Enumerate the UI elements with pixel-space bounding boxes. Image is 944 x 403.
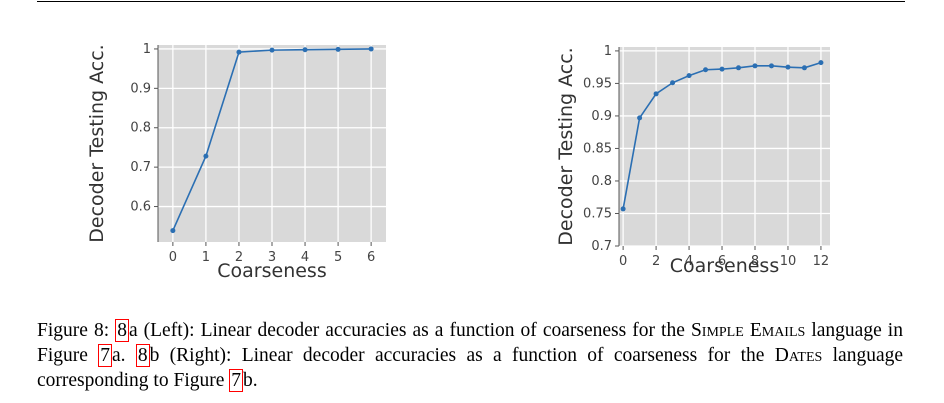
data-point [768, 63, 774, 69]
data-point [653, 91, 659, 97]
plot-area [619, 47, 830, 246]
data-point [818, 60, 824, 66]
data-point [719, 66, 725, 72]
x-tick-label: 12 [813, 254, 830, 269]
x-tick-label: 0 [619, 254, 627, 269]
x-tick-label: 4 [685, 254, 693, 269]
reference-link[interactable]: 7 [229, 369, 244, 392]
data-point [269, 47, 275, 53]
x-tick-label: 5 [334, 250, 342, 265]
caption-text: Figure 8: [37, 320, 116, 341]
reference-link[interactable]: 7 [98, 344, 112, 367]
x-tick-label: 2 [652, 254, 660, 269]
x-tick-label: 3 [268, 250, 276, 265]
y-axis-label: Decoder Testing Acc. [86, 44, 108, 242]
reference-link[interactable]: 8 [115, 319, 129, 342]
caption-text: Simple Emails [690, 320, 806, 341]
y-tick-label: 0.75 [583, 206, 612, 221]
caption-text: b. [243, 370, 258, 391]
y-tick-label: 0.7 [130, 160, 151, 175]
y-tick-label: 0.9 [591, 109, 612, 124]
x-tick-label: 0 [169, 250, 177, 265]
data-point [752, 63, 758, 69]
y-tick-label: 0.85 [583, 141, 612, 156]
data-point [302, 47, 308, 53]
x-axis-label: Coarseness [670, 255, 779, 277]
x-tick-label: 8 [751, 254, 759, 269]
y-tick-label: 0.6 [130, 200, 151, 215]
caption-text: b (Right): Linear decoder accuracies as … [149, 345, 775, 366]
y-tick-label: 0.9 [130, 81, 151, 96]
reference-link[interactable]: 8 [135, 344, 150, 367]
x-tick-label: 6 [367, 250, 375, 265]
data-point [703, 67, 709, 73]
data-point [801, 65, 807, 71]
y-tick-label: 1 [143, 42, 151, 57]
caption-text: language corresponding to Figure [37, 345, 903, 391]
data-point [170, 228, 176, 234]
data-point [670, 80, 676, 86]
y-tick-label: 1 [604, 44, 612, 59]
x-tick-label: 6 [718, 254, 726, 269]
x-tick-label: 10 [780, 254, 797, 269]
data-point [785, 64, 791, 70]
caption-text: language in Figure [37, 320, 903, 366]
data-point [686, 73, 692, 79]
data-point [736, 65, 742, 71]
x-axis-label: Coarseness [217, 260, 326, 282]
caption-text: a. [111, 345, 136, 366]
y-tick-label: 0.8 [130, 121, 151, 136]
data-point [203, 153, 209, 159]
caption-text: a (Left): Linear decoder accuracies as a… [128, 320, 691, 341]
x-tick-label: 2 [235, 250, 243, 265]
caption-text: Dates [774, 345, 823, 366]
x-tick-label: 1 [202, 250, 210, 265]
y-axis-label: Decoder Testing Acc. [555, 47, 577, 245]
x-tick-label: 4 [301, 250, 309, 265]
data-point [335, 46, 341, 52]
y-tick-label: 0.7 [591, 239, 612, 254]
data-point [368, 46, 374, 52]
data-point [620, 206, 626, 212]
data-point [637, 115, 643, 121]
y-tick-label: 0.8 [591, 174, 612, 189]
data-point [236, 49, 242, 55]
y-tick-label: 0.95 [583, 76, 612, 91]
